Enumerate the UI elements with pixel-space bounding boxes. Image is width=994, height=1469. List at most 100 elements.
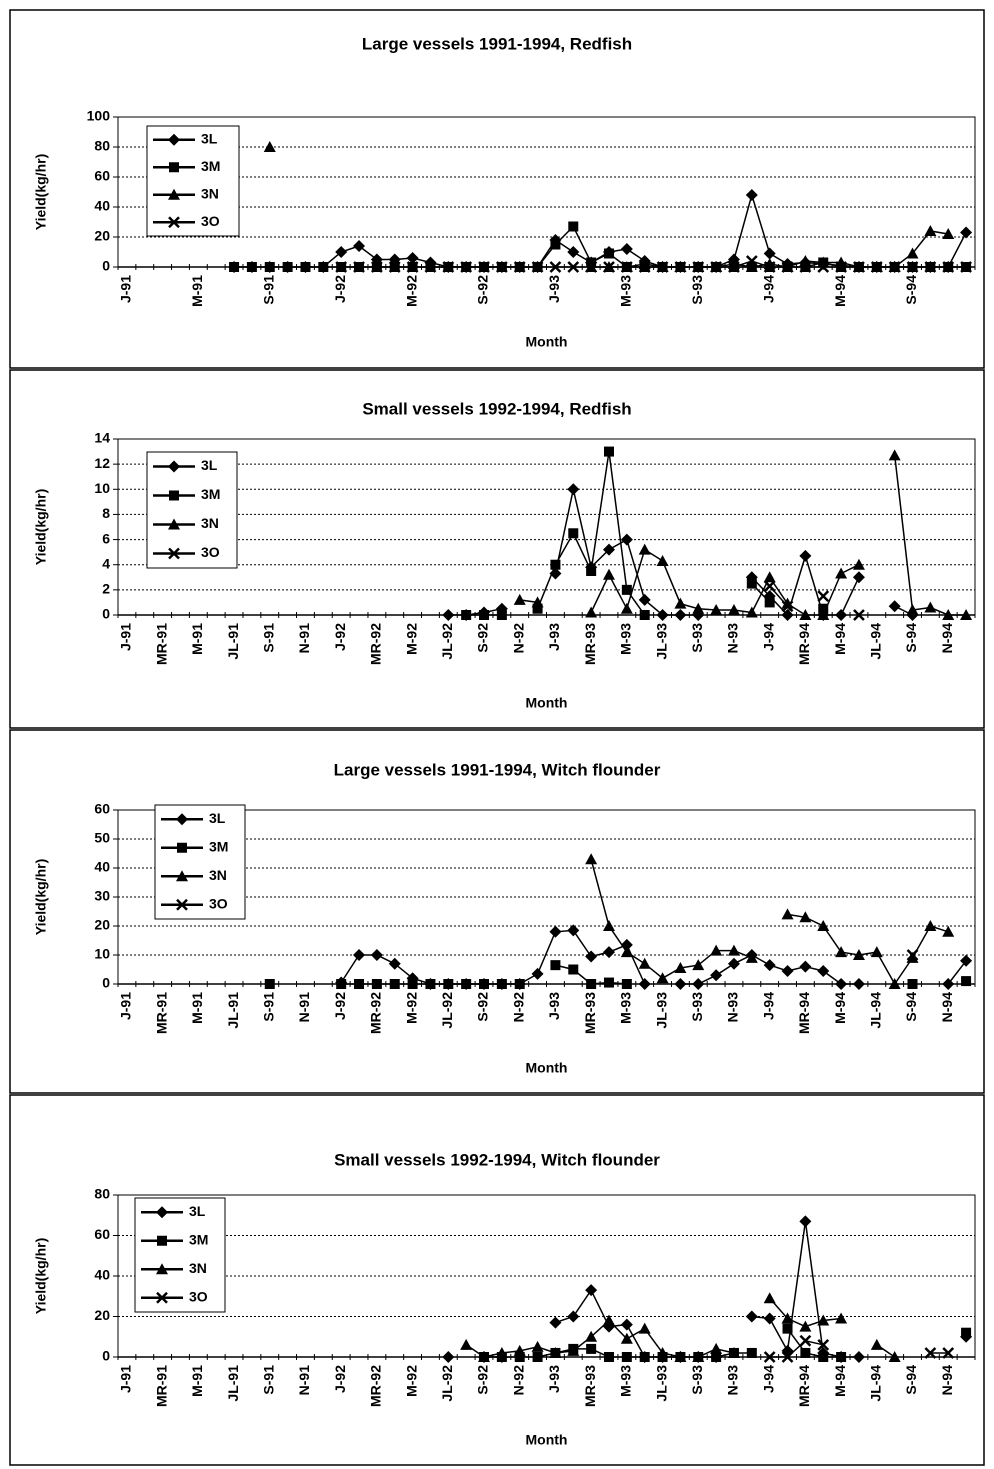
marker-square: [586, 566, 597, 576]
legend-marker: [168, 216, 180, 229]
x-tick-label: N-91: [296, 992, 312, 1023]
marker-square: [282, 262, 293, 272]
marker-diamond: [353, 240, 366, 252]
marker-triangle: [852, 949, 865, 960]
marker-x: [781, 1351, 794, 1363]
marker-triangle: [781, 1312, 794, 1324]
marker-triangle: [870, 946, 883, 958]
marker-diamond: [763, 959, 776, 972]
marker-square: [514, 1352, 525, 1362]
marker-square: [425, 979, 436, 989]
marker-diamond: [442, 609, 455, 621]
marker-x: [585, 261, 598, 273]
x-axis-label: Month: [526, 695, 568, 711]
y-tick-label: 40: [94, 198, 110, 214]
marker-x: [763, 261, 776, 273]
marker-x: [638, 261, 651, 273]
marker-triangle: [602, 920, 615, 931]
marker-diamond: [370, 949, 383, 961]
y-axis-label: Yield(kg/hr): [33, 859, 49, 936]
marker-triangle: [781, 908, 794, 920]
legend-marker: [157, 1235, 167, 1246]
legend-marker: [169, 490, 179, 501]
marker-diamond: [799, 1215, 812, 1228]
marker-diamond: [692, 978, 705, 990]
marker-square: [550, 960, 561, 971]
marker-diamond: [602, 946, 615, 959]
marker-square: [568, 221, 579, 232]
x-tick-label: N-93: [725, 623, 741, 654]
legend-marker: [168, 460, 180, 473]
marker-square: [532, 603, 543, 614]
marker-triangle: [692, 602, 705, 614]
marker-square: [800, 1347, 811, 1358]
marker-triangle: [620, 602, 633, 614]
marker-square: [782, 1323, 793, 1334]
marker-square: [229, 262, 240, 272]
legend-label: 3N: [201, 515, 219, 531]
marker-x: [674, 261, 687, 273]
marker-diamond: [602, 543, 615, 556]
marker-x: [942, 1347, 955, 1359]
legend-marker: [176, 870, 188, 882]
marker-diamond: [745, 1310, 758, 1323]
marker-diamond: [549, 567, 562, 580]
marker-triangle: [781, 597, 794, 609]
marker-diamond: [799, 549, 812, 562]
legend-marker: [156, 1263, 168, 1275]
legend-label: 3O: [201, 544, 220, 560]
marker-diamond: [852, 978, 865, 990]
x-tick-label: J-94: [760, 1365, 776, 1393]
marker-triangle: [799, 1320, 812, 1332]
marker-diamond: [710, 969, 723, 982]
marker-diamond: [620, 1318, 633, 1331]
chart-title: Small vessels 1992-1994, Witch flounder: [334, 1150, 660, 1169]
marker-square: [639, 610, 650, 620]
marker-triangle: [888, 1351, 901, 1362]
legend-marker: [168, 188, 180, 200]
marker-x: [495, 261, 508, 273]
x-axis-label: Month: [526, 334, 568, 350]
x-tick-label: N-93: [725, 992, 741, 1023]
legend-marker: [176, 813, 188, 826]
legend-label: 3L: [201, 130, 218, 146]
x-tick-label: S-94: [903, 275, 919, 305]
marker-diamond: [353, 949, 366, 961]
marker-triangle: [799, 609, 812, 620]
x-tick-label: S-93: [689, 992, 705, 1022]
marker-x: [960, 261, 972, 273]
marker-triangle: [710, 944, 723, 956]
legend-marker: [156, 1291, 168, 1304]
legend-label: 3N: [189, 1260, 207, 1276]
legend-label: 3N: [201, 185, 219, 201]
marker-triangle: [495, 1346, 508, 1358]
legend-box: [134, 1197, 226, 1313]
marker-x: [728, 261, 740, 273]
marker-x: [745, 255, 758, 267]
marker-x: [817, 590, 830, 603]
x-tick-label: M-93: [618, 623, 634, 655]
marker-diamond: [817, 964, 830, 977]
legend-label: 3M: [189, 1231, 208, 1247]
marker-triangle: [835, 567, 848, 579]
marker-diamond: [638, 978, 651, 990]
x-tick-label: S-94: [903, 1365, 919, 1395]
x-tick-label: S-93: [689, 623, 705, 653]
x-tick-label: S-94: [903, 992, 919, 1022]
marker-square: [818, 1352, 829, 1362]
marker-square: [550, 239, 561, 250]
series-line: [341, 260, 967, 268]
y-tick-label: 80: [94, 1186, 110, 1202]
x-tick-label: M-92: [403, 275, 419, 307]
legend-box: [146, 451, 238, 569]
marker-square: [836, 1352, 847, 1362]
x-tick-label: JL-93: [653, 1365, 669, 1402]
marker-square: [354, 979, 365, 989]
marker-square: [371, 979, 382, 989]
marker-x: [460, 261, 473, 273]
y-tick-label: 0: [102, 258, 110, 274]
marker-x: [442, 261, 455, 273]
marker-triangle: [656, 554, 669, 566]
legend-marker: [169, 162, 179, 173]
marker-triangle: [513, 1344, 526, 1356]
